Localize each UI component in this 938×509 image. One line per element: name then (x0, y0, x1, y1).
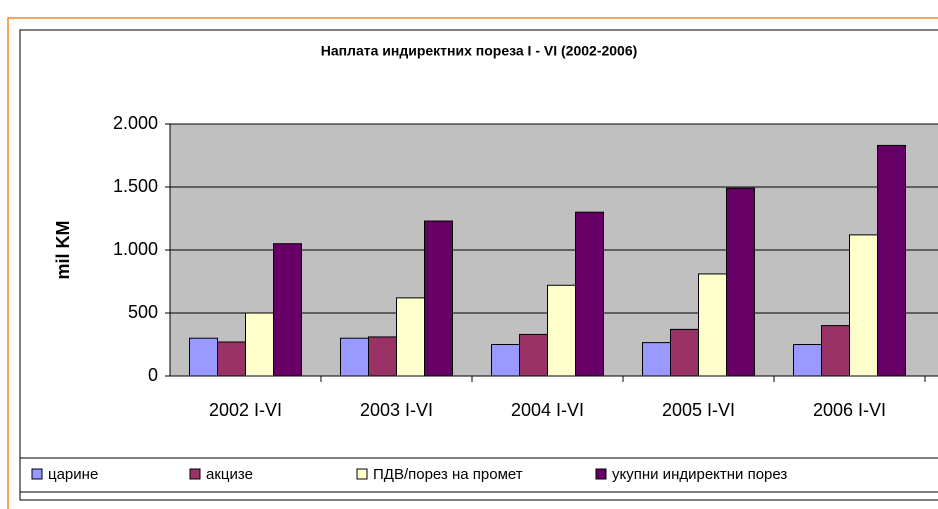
legend-swatch (356, 468, 368, 480)
y-axis-label: mil KM (53, 220, 73, 279)
bar (642, 342, 671, 377)
bar (877, 144, 906, 377)
y-tick-label: 0 (148, 365, 158, 385)
bar (340, 337, 369, 377)
y-tick-label: 500 (128, 302, 158, 322)
legend-swatch (595, 468, 607, 480)
bar (424, 220, 453, 377)
y-tick-label: 1.000 (113, 239, 158, 259)
bar (793, 344, 822, 377)
legend-label: царине (48, 466, 98, 483)
legend-label: акцизе (206, 466, 253, 483)
x-tick-label: 2003 I-VI (360, 400, 433, 420)
bar (491, 344, 520, 377)
legend-label: ПДВ/порез на промет (373, 466, 523, 483)
bar (189, 337, 218, 377)
bar (368, 336, 397, 377)
chart-title: Наплата индиректних пореза I - VI (2002-… (321, 43, 638, 59)
bar (547, 284, 576, 377)
legend-swatch (189, 468, 201, 480)
y-tick-label: 1.500 (113, 176, 158, 196)
x-tick-label: 2004 I-VI (511, 400, 584, 420)
bar (519, 333, 548, 377)
legend-box (19, 457, 938, 493)
bar (217, 341, 246, 377)
x-tick-label: 2002 I-VI (209, 400, 282, 420)
bar (396, 297, 425, 377)
x-tick-label: 2006 I-VI (813, 400, 886, 420)
legend-label: укупни индиректни порез (612, 466, 787, 483)
bar (245, 312, 274, 377)
bar (849, 234, 878, 377)
legend-swatch (31, 468, 43, 480)
y-tick-label: 2.000 (113, 113, 158, 133)
bar (726, 187, 755, 377)
bar (821, 325, 850, 377)
bar (273, 243, 302, 377)
x-tick-label: 2005 I-VI (662, 400, 735, 420)
bar (575, 211, 604, 377)
bar (698, 273, 727, 377)
bar (670, 328, 699, 377)
